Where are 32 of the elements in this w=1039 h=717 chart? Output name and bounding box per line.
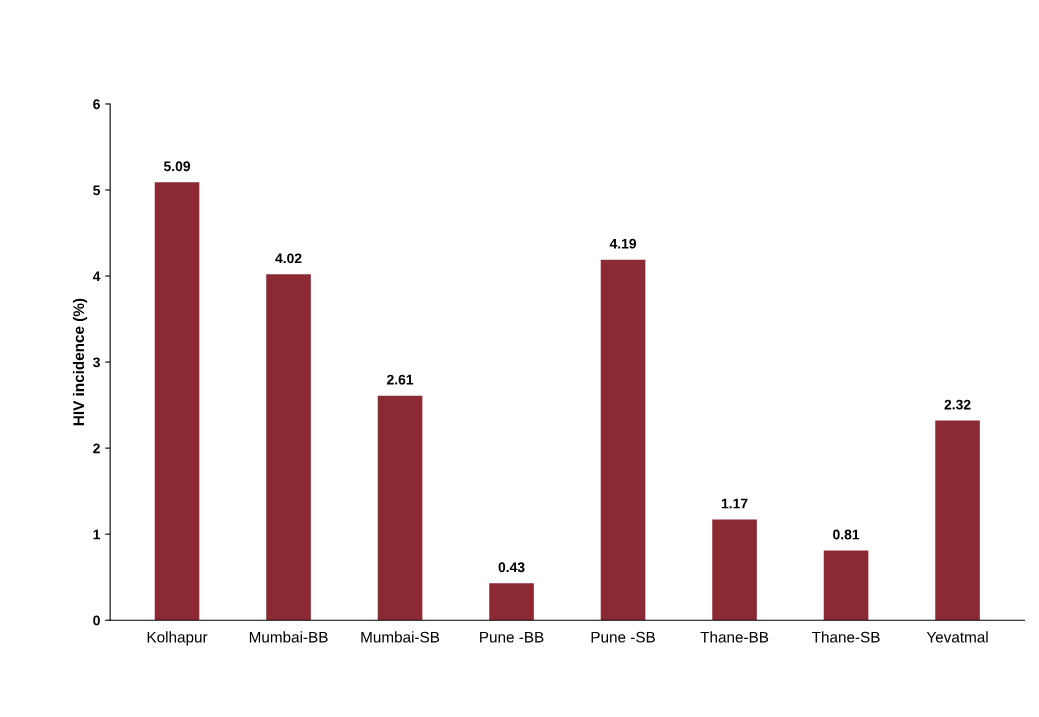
x-tick-label: Pune -SB bbox=[591, 631, 655, 643]
y-tick-label: 3 bbox=[93, 357, 100, 368]
y-tick-label: 2 bbox=[93, 443, 100, 454]
data-label: 2.61 bbox=[387, 374, 414, 385]
y-tick-label: 4 bbox=[92, 271, 101, 282]
x-tick-label: Kolhapur bbox=[147, 631, 208, 646]
y-tick-label: 1 bbox=[93, 529, 101, 540]
y-tick-label: 5 bbox=[93, 185, 101, 196]
bar bbox=[154, 182, 200, 621]
x-tick-label: Thane-SB bbox=[812, 631, 880, 643]
data-label: 2.32 bbox=[944, 399, 971, 410]
data-label: 4.02 bbox=[275, 253, 302, 264]
x-tick-label: Yevatmal bbox=[926, 631, 988, 643]
bar bbox=[823, 550, 869, 621]
y-axis-title: HIV incidence (%) bbox=[72, 298, 88, 426]
data-label: 5.09 bbox=[163, 161, 191, 172]
x-tick-label: Pune -BB bbox=[480, 631, 544, 643]
bar bbox=[489, 583, 534, 621]
data-label: 1.17 bbox=[721, 498, 748, 509]
y-tick-label: 6 bbox=[93, 99, 100, 110]
x-tick-label: Thane-BB bbox=[700, 631, 769, 643]
bar bbox=[600, 259, 646, 621]
data-label: 4.19 bbox=[609, 238, 637, 249]
bar bbox=[266, 274, 311, 621]
x-tick-label: Mumbai-BB bbox=[249, 631, 328, 643]
y-tick-label: 0 bbox=[93, 615, 100, 626]
bar bbox=[377, 395, 423, 621]
bar bbox=[935, 420, 980, 621]
bar bbox=[712, 519, 757, 621]
data-label: 0.43 bbox=[498, 562, 525, 573]
data-label: 0.81 bbox=[833, 529, 860, 540]
x-tick-label: Mumbai-SB bbox=[361, 631, 440, 643]
